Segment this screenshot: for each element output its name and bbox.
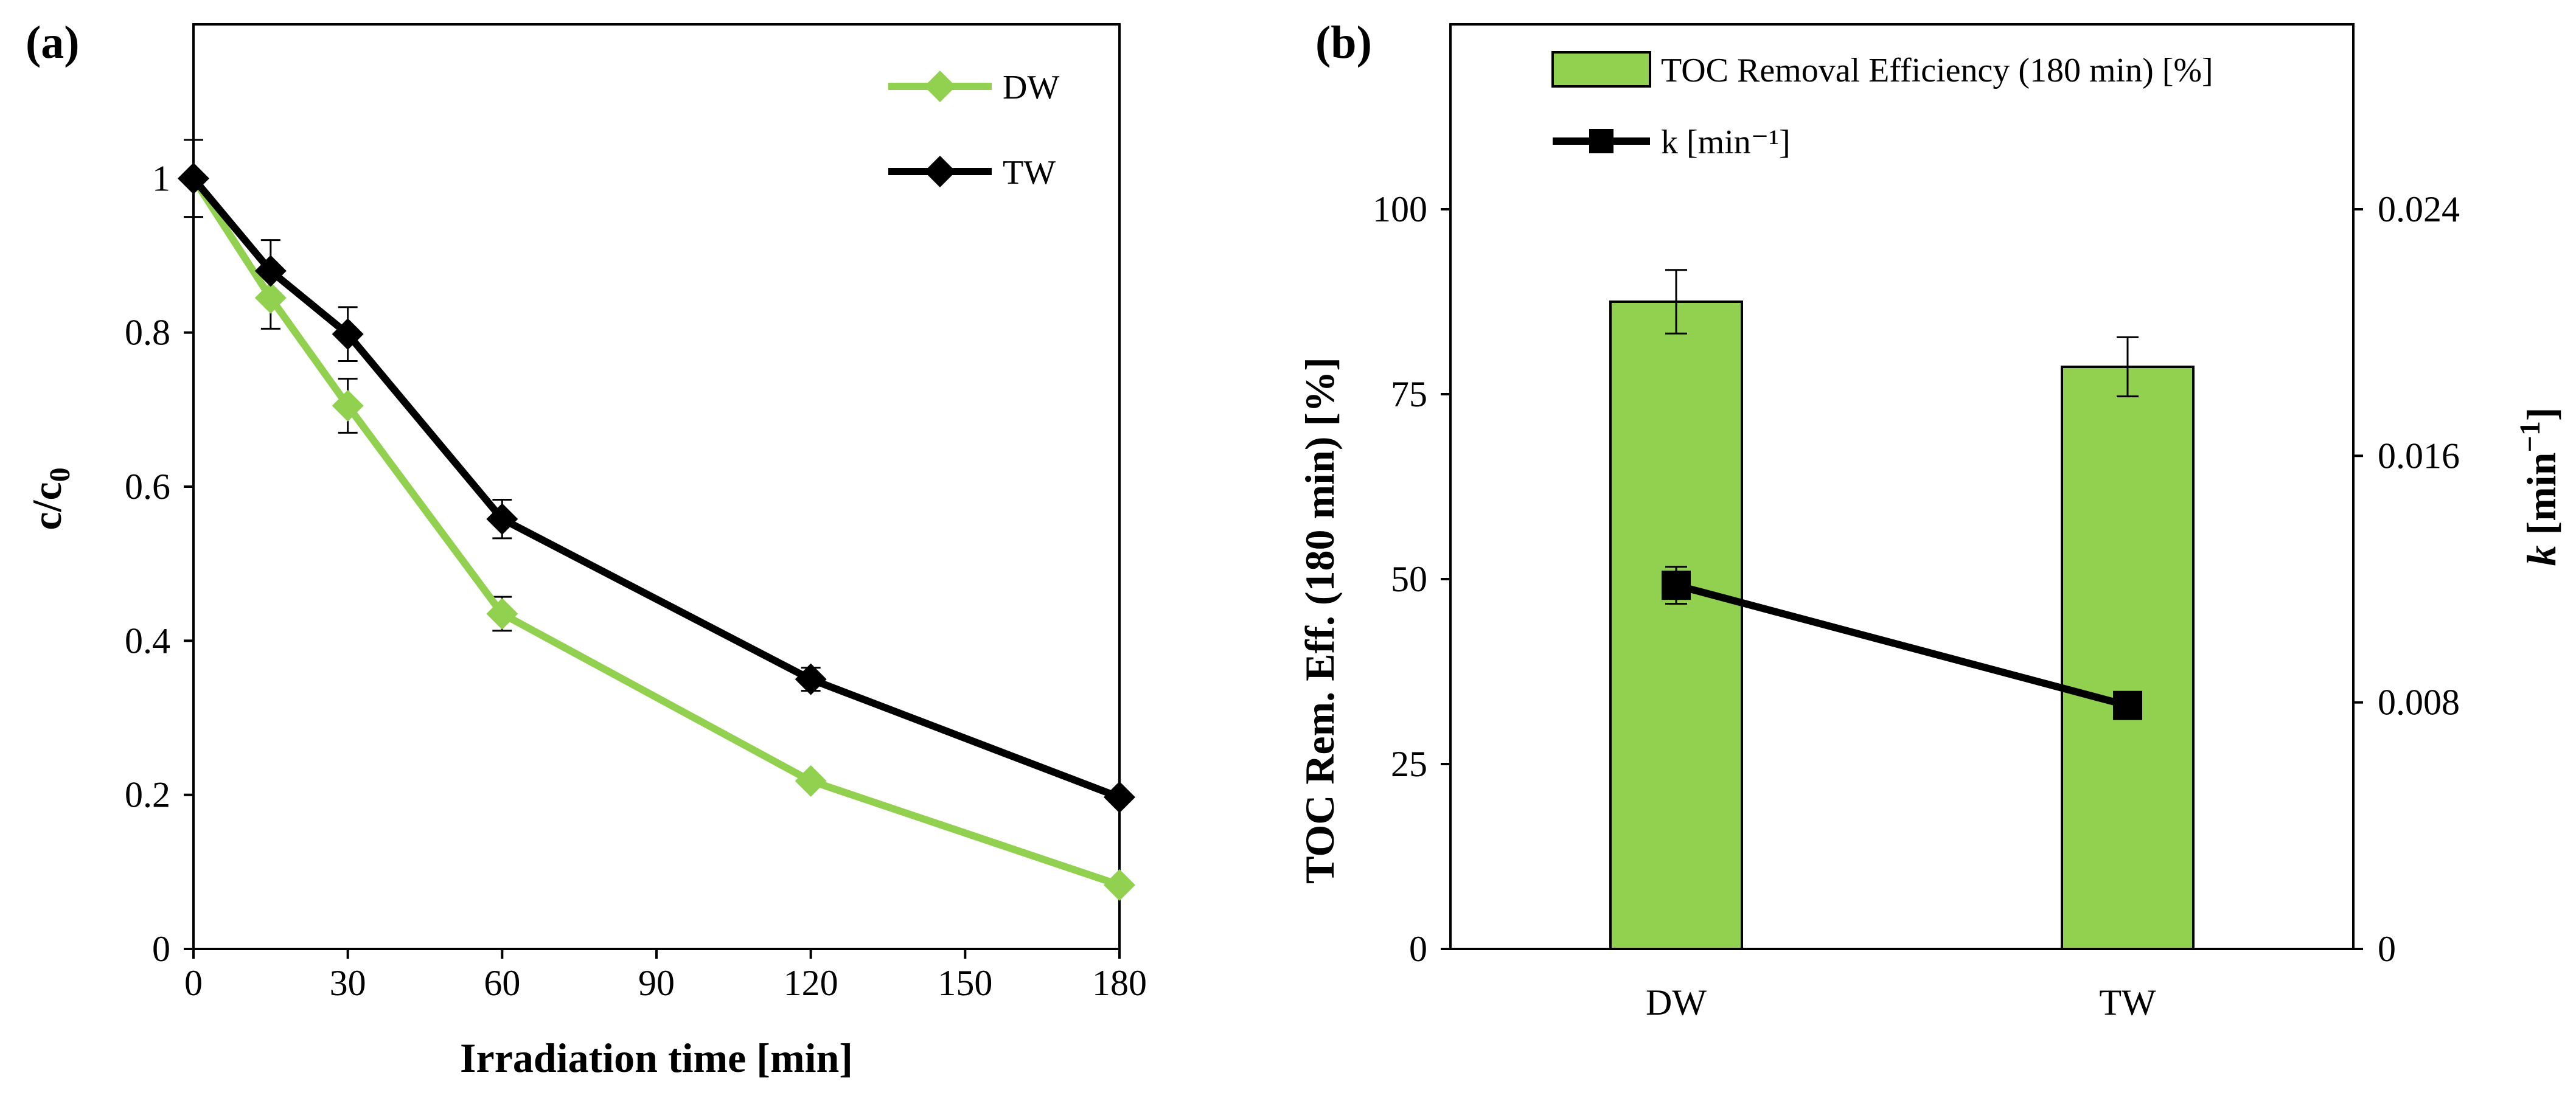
right-y-tick-label: 0.024 [2378,189,2460,229]
data-point-tw [178,162,209,195]
x-tick-label: 0 [184,963,203,1003]
k-data-point-tw [2113,690,2142,720]
data-point-dw [795,765,827,797]
panel-a-legend: DW TW [888,69,1059,192]
data-point-dw [254,282,287,314]
y-tick-label: 0.6 [125,467,170,507]
left-y-tick-label: 100 [1373,189,1427,229]
k-series-line [1675,582,2129,709]
y-tick-label: 1 [152,158,170,198]
legend-toc-swatch [1551,51,1651,88]
right-y-tick-label: 0 [2378,929,2396,969]
data-point-tw [1104,781,1135,813]
panel-b: (b) 0 25 50 75 100 0 0.008 0.016 0.024 DW TW TOC… [1297,17,2564,1023]
y-tick-label: 0.4 [125,620,170,661]
right-axis-title-end: ] [2518,407,2564,421]
legend-toc-label: TOC Removal Efficiency (180 min) [%] [1661,52,2213,89]
left-y-tick-label: 25 [1391,744,1427,784]
series-line-dw [190,176,1121,889]
x-tick-label: 30 [330,963,366,1003]
y-tick-label: 0.8 [125,313,170,353]
panel-a-y-axis-title-main: c/c [24,482,70,530]
right-axis-title-sup: −1 [2514,421,2546,452]
panel-a: (a) 0 30 60 90 120 150 180 0 0.2 0.4 0.6 0.8 1 Irra… [24,17,1147,1081]
panel-b-plot-area [1449,23,2355,950]
panel-a-plot-area [192,23,1121,950]
legend-tw-label: TW [1003,154,1056,192]
legend-k-square-icon [1589,129,1613,153]
k-data-point-dw [1662,571,1691,600]
right-y-tick-label: 0.008 [2378,683,2460,723]
x-category-label: DW [1646,982,1707,1023]
legend-dw-diamond-icon [924,71,956,102]
left-y-tick-label: 75 [1391,374,1427,414]
data-point-tw [486,503,518,535]
x-tick-label: 180 [1092,963,1147,1003]
panel-b-label: (b) [1315,17,1372,68]
bar-dw [1609,301,1743,950]
panel-a-y-axis-title: c/c0 [24,467,76,530]
data-point-dw [1104,869,1135,901]
legend-k-label: k [min⁻¹] [1661,123,1791,161]
y-tick-label: 0.2 [125,775,170,815]
legend-dw-label: DW [1003,69,1059,106]
x-tick-label: 120 [784,963,838,1003]
panel-a-x-axis-title: Irradiation time [min] [460,1035,853,1081]
x-tick-label: 60 [484,963,520,1003]
panel-a-label: (a) [26,17,80,68]
left-y-tick-label: 0 [1409,929,1427,969]
x-tick-label: 150 [938,963,992,1003]
right-y-tick-label: 0.016 [2378,436,2460,476]
data-point-tw [254,255,287,287]
bar-tw [2061,366,2195,950]
panel-b-right-axis-title: k [min−1] [2514,407,2564,566]
left-y-tick-label: 50 [1391,559,1427,599]
data-point-tw [332,318,364,350]
x-tick-label: 90 [638,963,675,1003]
series-line-tw [190,176,1121,801]
panel-b-left-axis-title: TOC Rem. Eff. (180 min) [%] [1297,357,1343,884]
data-point-dw [486,598,518,630]
panel-a-y-axis-title-sub: 0 [44,467,76,482]
data-point-dw [332,390,364,422]
legend-tw-diamond-icon [924,156,956,187]
x-category-label: TW [2099,982,2156,1023]
panel-b-legend: TOC Removal Efficiency (180 min) [%] k [… [1551,51,2213,161]
data-point-tw [795,663,827,695]
right-axis-title-k: k [2518,546,2564,566]
right-axis-title-unit: [min [2518,453,2564,546]
y-tick-label: 0 [152,929,170,969]
